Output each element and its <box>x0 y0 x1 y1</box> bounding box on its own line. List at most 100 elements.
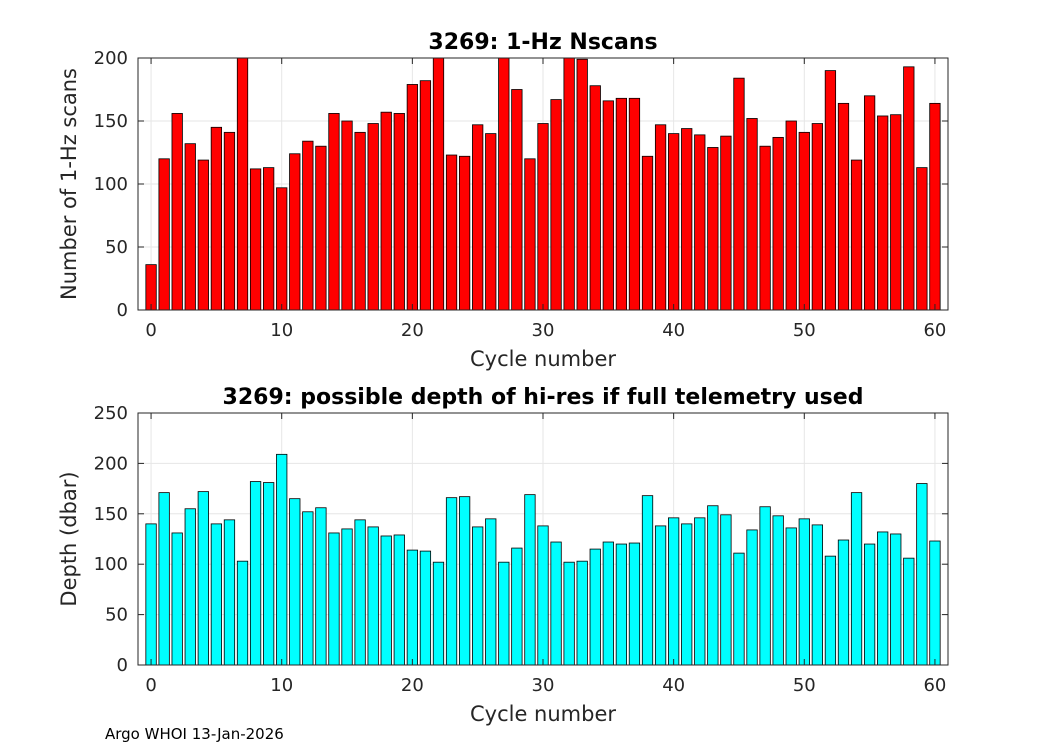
nscans-bar-49 <box>785 120 797 311</box>
depth-bar-30 <box>537 525 549 666</box>
depth-x-tick-label: 40 <box>662 675 685 696</box>
depth-bar-10 <box>276 453 288 666</box>
nscans-bar-54 <box>850 159 863 311</box>
depth-bar-48 <box>772 515 784 666</box>
nscans-x-label: Cycle number <box>470 347 616 371</box>
depth-y-label: Depth (dbar) <box>57 471 81 606</box>
depth-bar-24 <box>458 496 471 666</box>
depth-bar-0 <box>145 523 157 666</box>
nscans-bar-5 <box>210 126 223 311</box>
footer-credit: Argo WHOI 13-Jan-2026 <box>105 725 284 743</box>
nscans-bar-16 <box>354 131 366 311</box>
depth-x-tick-label: 10 <box>270 675 293 696</box>
nscans-x-tick-label: 60 <box>923 320 946 341</box>
nscans-bar-48 <box>772 136 784 311</box>
depth-bar-18 <box>380 535 392 666</box>
nscans-bar-34 <box>589 85 601 311</box>
depth-bar-29 <box>524 494 536 666</box>
depth-bar-59 <box>916 483 928 666</box>
nscans-bar-14 <box>328 113 340 311</box>
depth-bar-57 <box>890 533 902 666</box>
nscans-bar-59 <box>916 167 928 311</box>
depth-title: 3269: possible depth of hi-res if full t… <box>223 385 864 410</box>
depth-bar-45 <box>733 552 745 666</box>
depth-bar-4 <box>197 491 209 666</box>
nscans-bar-10 <box>276 187 288 311</box>
depth-bar-55 <box>863 543 876 666</box>
nscans-x-tick-label: 20 <box>401 320 424 341</box>
nscans-bar-12 <box>302 140 314 311</box>
nscans-x-tick-label: 40 <box>662 320 685 341</box>
depth-x-tick-label: 60 <box>923 675 946 696</box>
depth-bar-25 <box>472 526 484 666</box>
nscans-bar-1 <box>158 158 170 311</box>
nscans-bar-31 <box>550 99 562 311</box>
nscans-bar-15 <box>341 120 353 311</box>
depth-bar-6 <box>223 519 236 666</box>
depth-x-ticks: 0 10 20 30 40 50 60 <box>145 413 946 696</box>
depth-x-label: Cycle number <box>470 702 616 726</box>
nscans-bar-46 <box>746 118 758 311</box>
nscans-bar-45 <box>733 77 745 311</box>
depth-bar-9 <box>263 482 275 666</box>
nscans-bar-38 <box>641 155 654 311</box>
nscans-y-ticks: 0 50 100 150 200 <box>94 48 948 321</box>
depth-bar-8 <box>249 481 262 666</box>
depth-bar-13 <box>315 507 327 666</box>
depth-y-tick-label: 0 <box>117 655 128 676</box>
nscans-bar-9 <box>263 167 275 311</box>
nscans-x-tick-label: 30 <box>532 320 555 341</box>
depth-bar-26 <box>485 518 497 666</box>
nscans-bar-51 <box>811 123 823 311</box>
depth-bar-35 <box>602 541 614 666</box>
nscans-bar-17 <box>367 123 379 311</box>
depth-bar-39 <box>654 525 667 666</box>
nscans-bar-60 <box>929 102 941 311</box>
depth-bar-58 <box>903 557 915 666</box>
depth-bar-49 <box>785 527 797 666</box>
nscans-bar-6 <box>223 131 236 311</box>
depth-bar-46 <box>746 529 758 666</box>
nscans-bar-50 <box>798 131 810 311</box>
depth-bar-50 <box>798 518 810 666</box>
depth-bar-43 <box>707 505 719 666</box>
depth-bar-36 <box>615 543 628 666</box>
nscans-bar-36 <box>615 97 628 311</box>
nscans-bar-35 <box>602 100 614 311</box>
depth-bar-5 <box>210 523 223 666</box>
nscans-y-label: Number of 1-Hz scans <box>57 68 81 300</box>
nscans-bar-2 <box>171 113 183 311</box>
depth-bar-19 <box>393 534 405 666</box>
depth-bar-31 <box>550 541 562 666</box>
depth-y-tick-label: 50 <box>105 605 128 626</box>
nscans-x-tick-label: 0 <box>145 320 156 341</box>
nscans-bar-43 <box>707 147 719 311</box>
depth-bar-44 <box>720 514 732 666</box>
depth-y-tick-label: 250 <box>94 403 128 424</box>
depth-x-tick-label: 50 <box>793 675 816 696</box>
nscans-bar-28 <box>511 89 523 311</box>
nscans-bar-8 <box>249 168 262 311</box>
depth-bar-12 <box>302 511 314 666</box>
nscans-y-tick-label: 50 <box>105 237 128 258</box>
nscans-bar-21 <box>419 80 432 311</box>
depth-bar-33 <box>576 560 588 666</box>
depth-bar-27 <box>498 561 510 666</box>
depth-bar-34 <box>589 548 601 666</box>
depth-bar-47 <box>759 506 771 666</box>
nscans-bar-37 <box>628 97 641 311</box>
depth-bars <box>145 453 941 666</box>
depth-bar-42 <box>694 517 706 666</box>
nscans-bar-42 <box>694 134 706 311</box>
nscans-bar-26 <box>485 133 497 311</box>
nscans-bar-32 <box>563 57 575 311</box>
nscans-bar-11 <box>289 153 301 311</box>
nscans-x-ticks: 0 10 20 30 40 50 60 <box>145 58 946 341</box>
depth-bar-56 <box>877 531 889 666</box>
depth-bar-38 <box>641 495 654 666</box>
depth-bar-32 <box>563 561 575 666</box>
nscans-bar-57 <box>890 114 902 311</box>
nscans-bar-22 <box>432 57 445 311</box>
depth-x-tick-label: 20 <box>401 675 424 696</box>
nscans-y-tick-label: 0 <box>117 300 128 321</box>
